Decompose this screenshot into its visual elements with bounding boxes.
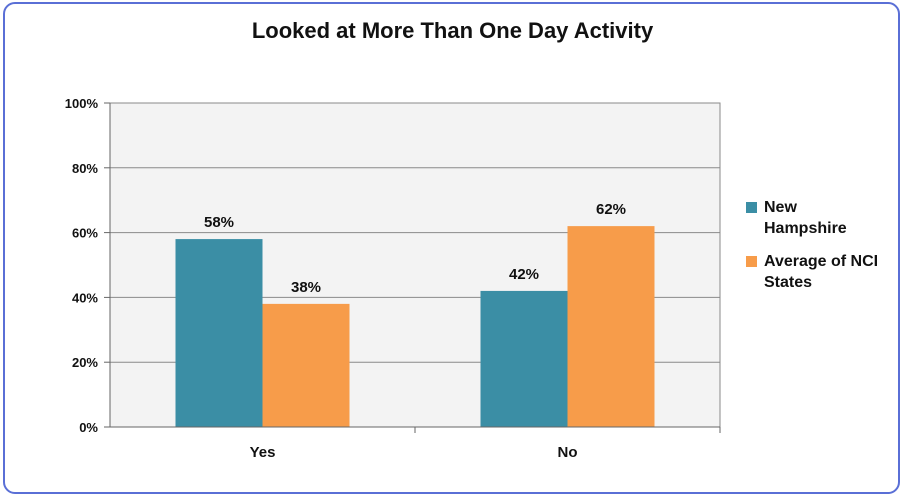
- data-label: 42%: [509, 266, 539, 283]
- bar: [567, 226, 655, 427]
- data-label: 62%: [596, 201, 626, 218]
- bars: [175, 226, 655, 427]
- y-tick-label: 20%: [72, 355, 98, 370]
- data-label: 38%: [291, 279, 321, 296]
- y-tick-label: 60%: [72, 226, 98, 241]
- legend-item-new-hampshire: New Hampshire: [746, 197, 896, 239]
- legend-label-new-hampshire: New Hampshire: [764, 199, 847, 237]
- y-tick-label: 0%: [79, 420, 98, 435]
- legend-swatch-new-hampshire: [746, 202, 757, 213]
- data-label: 58%: [204, 214, 234, 231]
- axes: [104, 102, 721, 433]
- bar: [480, 290, 568, 427]
- bar: [175, 239, 263, 427]
- y-tick-label: 100%: [65, 96, 99, 111]
- legend: New Hampshire Average of NCI States: [746, 197, 896, 305]
- y-tick-label: 40%: [72, 290, 98, 305]
- bar: [262, 303, 350, 427]
- x-tick-label: No: [558, 444, 578, 461]
- legend-swatch-nci-average: [746, 256, 757, 267]
- legend-label-nci-average: Average of NCI States: [764, 253, 879, 291]
- y-tick-label: 80%: [72, 161, 98, 176]
- labels: 0% 20% 40% 60% 80% 100% Yes 58% 38% No 42% 62%: [65, 96, 626, 461]
- legend-item-nci-average: Average of NCI States: [746, 251, 896, 293]
- x-tick-label: Yes: [250, 444, 276, 461]
- chart-title: Looked at More Than One Day Activity: [251, 18, 654, 43]
